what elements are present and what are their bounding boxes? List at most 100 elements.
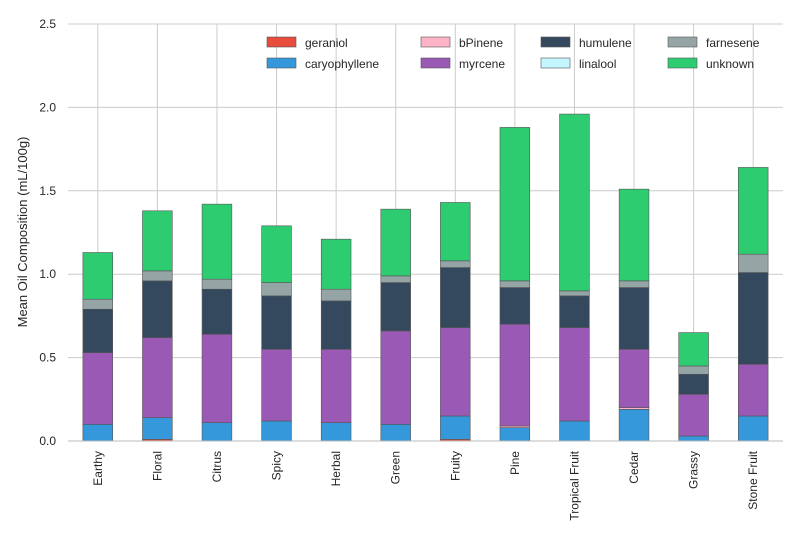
x-tick-label: Floral — [150, 451, 164, 481]
bar-segment-myrcene — [380, 330, 411, 425]
y-tick-label: 1.5 — [39, 184, 56, 198]
bar-segment-humulene — [618, 287, 650, 350]
bar-segment-humulene — [440, 267, 471, 328]
bar-segment-humulene — [261, 295, 292, 350]
legend-swatch-farnesene — [667, 36, 698, 48]
bar-segment-humulene — [559, 295, 590, 328]
x-tick-label: Pine — [508, 451, 522, 475]
bar-segment-caryophyllene — [440, 415, 471, 440]
bar-segment-humulene — [320, 300, 352, 350]
legend-label-humulene: humulene — [579, 36, 632, 50]
x-tick-label: Grassy — [687, 451, 701, 489]
legend-swatch-humulene — [540, 36, 571, 48]
bar-segment-unknown — [440, 202, 471, 262]
x-tick-label: Tropical Fruit — [567, 450, 581, 520]
bar-segment-farnesene — [440, 260, 471, 268]
bar-segment-farnesene — [499, 280, 531, 288]
bar-segment-farnesene — [261, 282, 292, 297]
grid-lines — [68, 23, 783, 442]
bar-segment-caryophyllene — [559, 420, 590, 442]
bar-segment-caryophyllene — [261, 420, 292, 442]
bar-segment-unknown — [380, 208, 411, 277]
bar-segment-caryophyllene — [82, 424, 113, 442]
bar-segment-myrcene — [201, 333, 233, 423]
legend-label-myrcene: myrcene — [459, 57, 505, 71]
bar-segment-farnesene — [559, 290, 590, 297]
bar-segment-unknown — [142, 210, 173, 272]
bar-segment-myrcene — [440, 327, 471, 417]
bar-segment-myrcene — [559, 327, 590, 422]
bar-segment-myrcene — [82, 352, 113, 425]
y-tick-label: 1.0 — [39, 267, 56, 281]
bar-segment-humulene — [82, 308, 113, 353]
y-tick-label: 2.0 — [39, 100, 56, 114]
bar-segment-unknown — [201, 203, 233, 280]
bar-segment-humulene — [499, 287, 531, 325]
bar-segment-myrcene — [142, 337, 173, 418]
x-tick-label: Earthy — [91, 451, 105, 486]
legend-swatch-bPinene — [420, 36, 451, 48]
bars — [82, 113, 769, 442]
bar-segment-caryophyllene — [380, 424, 411, 442]
bar-segment-unknown — [618, 188, 650, 282]
legend-swatch-caryophyllene — [266, 57, 297, 69]
bar-segment-farnesene — [201, 278, 233, 290]
legend-label-geraniol: geraniol — [305, 36, 348, 50]
bar-segment-farnesene — [82, 298, 113, 310]
bar-segment-humulene — [201, 288, 233, 335]
legend-label-linalool: linalool — [579, 57, 616, 71]
bar-segment-farnesene — [380, 275, 411, 283]
legend-label-bPinene: bPinene — [459, 36, 503, 50]
bar-segment-myrcene — [261, 348, 292, 422]
legend-swatch-geraniol — [266, 36, 297, 48]
x-tick-label: Green — [389, 451, 403, 484]
x-tick-label: Citrus — [210, 451, 224, 482]
bar-segment-farnesene — [678, 365, 709, 375]
legend-label-caryophyllene: caryophyllene — [305, 57, 379, 71]
legend-label-unknown: unknown — [706, 57, 754, 71]
bar-segment-farnesene — [618, 280, 650, 288]
bar-segment-myrcene — [618, 348, 650, 408]
legend-swatch-myrcene — [420, 57, 451, 69]
bar-segment-unknown — [738, 167, 769, 255]
legend-label-farnesene: farnesene — [706, 36, 760, 50]
x-tick-label: Fruity — [448, 451, 462, 481]
bar-segment-caryophyllene — [678, 435, 709, 442]
legend-swatch-linalool — [540, 57, 571, 69]
x-tick-label: Herbal — [329, 451, 343, 486]
bar-segment-myrcene — [320, 348, 352, 423]
bar-segment-caryophyllene — [738, 415, 769, 442]
bar-segment-caryophyllene — [201, 422, 233, 442]
bar-segment-unknown — [261, 225, 292, 283]
bar-segment-farnesene — [738, 253, 769, 273]
bar-segment-unknown — [320, 238, 352, 290]
bar-segment-humulene — [738, 272, 769, 365]
y-axis-label: Mean Oil Composition (mL/100g) — [15, 137, 30, 328]
x-tick-label: Cedar — [627, 451, 641, 484]
bar-segment-myrcene — [738, 363, 769, 417]
bar-segment-humulene — [380, 282, 411, 332]
bar-segment-caryophyllene — [142, 417, 173, 440]
x-tick-label: Stone Fruit — [746, 450, 760, 509]
bar-segment-myrcene — [678, 393, 709, 437]
bar-segment-unknown — [678, 332, 709, 367]
axes: 0.0 0.5 1.0 1.5 2.0 2.5 Earthy Floral Citrus Spic… — [39, 17, 783, 521]
x-tick-label: Spicy — [270, 451, 284, 480]
bar-segment-farnesene — [320, 288, 352, 302]
bar-segment-caryophyllene — [499, 427, 531, 442]
bar-segment-caryophyllene — [618, 409, 650, 442]
legend: geraniol caryophyllene bPinene myrcene humul… — [266, 36, 760, 71]
y-tick-label: 0.5 — [39, 351, 56, 365]
bar-segment-unknown — [82, 252, 113, 300]
bar-segment-caryophyllene — [320, 422, 352, 442]
bar-segment-unknown — [559, 113, 590, 292]
bar-segment-myrcene — [499, 323, 531, 427]
bar-segment-farnesene — [142, 270, 173, 282]
y-tick-label: 2.5 — [39, 17, 56, 31]
bar-segment-humulene — [142, 280, 173, 338]
bar-segment-humulene — [678, 373, 709, 395]
y-tick-label: 0.0 — [39, 434, 56, 448]
legend-swatch-unknown — [667, 57, 698, 69]
bar-segment-unknown — [499, 127, 531, 282]
